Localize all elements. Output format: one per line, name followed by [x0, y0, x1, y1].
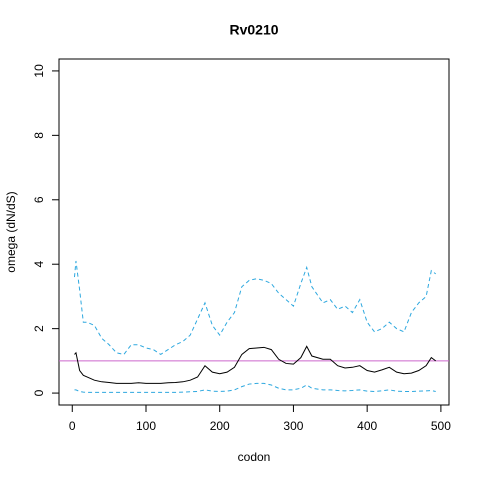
y-tick-label: 6	[32, 196, 46, 203]
plot-frame	[58, 58, 450, 406]
y-tick-label: 0	[32, 389, 46, 396]
y-axis-label: omega (dN/dS)	[4, 191, 18, 272]
y-tick-label: 8	[32, 132, 46, 139]
series-line	[74, 382, 436, 393]
y-tick-label: 2	[32, 325, 46, 332]
x-tick-label: 100	[136, 419, 156, 433]
chart-title: Rv0210	[229, 22, 278, 38]
y-tick-label: 4	[32, 261, 46, 268]
x-tick-label: 500	[431, 419, 451, 433]
x-tick-label: 0	[69, 419, 76, 433]
x-axis-label: codon	[238, 450, 271, 464]
x-tick-label: 400	[357, 419, 377, 433]
x-tick-label: 300	[283, 419, 303, 433]
y-tick-label: 10	[32, 64, 46, 78]
series-line	[74, 345, 437, 384]
series-line	[73, 260, 437, 356]
x-tick-label: 200	[210, 419, 230, 433]
